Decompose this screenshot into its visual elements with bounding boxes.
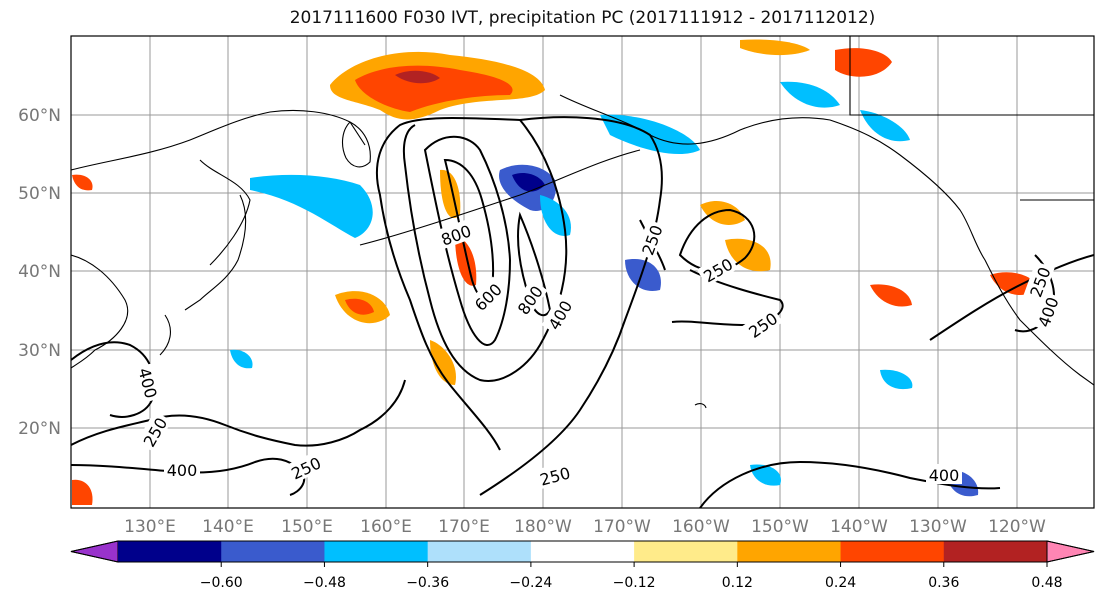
- lon-label: 150°W: [751, 517, 809, 537]
- lon-label: 160°W: [672, 517, 730, 537]
- precip-neg-east: [625, 259, 661, 291]
- colorbar-segment: [634, 541, 738, 562]
- colorbar-tick-label: 0.24: [825, 575, 856, 591]
- contour-250-se: [699, 460, 1001, 508]
- coast-japan: [159, 194, 247, 356]
- lon-label: 120°W: [988, 517, 1046, 537]
- map-frame: [70, 35, 1095, 509]
- precip-pos-e3: [870, 284, 912, 307]
- coast-asia: [71, 109, 366, 369]
- lon-label: 140°W: [830, 517, 888, 537]
- contour-400-main: [402, 119, 568, 382]
- svg-text:400: 400: [929, 466, 960, 485]
- lat-lon-gridlines: [71, 36, 1094, 508]
- colorbar-tick-label: 0.12: [722, 575, 753, 591]
- map-title: 2017111600 F030 IVT, precipitation PC (2…: [289, 8, 876, 28]
- precip-neg-w1: [230, 349, 253, 369]
- contour-label: 400: [164, 459, 200, 480]
- precip-pos-nw: [72, 174, 93, 191]
- colorbar-tick-label: −0.24: [509, 575, 552, 591]
- lon-labels: 130°E 140°E 150°E 160°E 170°E 180°W 170°W 160°W…: [124, 517, 1046, 537]
- colorbar-segment: [324, 541, 429, 562]
- colorbar-outline: [70, 540, 1095, 563]
- colorbar-tick-label: −0.12: [613, 575, 656, 591]
- contour-label: 250: [741, 305, 783, 343]
- coast-kamchatka: [341, 121, 371, 168]
- map-background: [71, 36, 1094, 508]
- lon-label: 140°E: [202, 517, 254, 537]
- colorbar-segment: [840, 541, 945, 562]
- precip-neg-nw: [250, 174, 373, 238]
- lon-label: 150°E: [281, 517, 333, 537]
- lat-label: 30°N: [18, 341, 61, 361]
- contour-800-east: [517, 211, 552, 317]
- coast-canada-border: [849, 36, 1094, 201]
- contour-600-main: [423, 135, 512, 347]
- colorbar-extend-low: [70, 540, 119, 563]
- contour-250-e: [671, 269, 784, 327]
- precip-neg-south1: [880, 369, 913, 390]
- precip-neg-aleutian-core: [512, 173, 545, 192]
- colorbar-tick-label: −0.48: [303, 575, 346, 591]
- colorbar: −0.60 −0.48 −0.36 −0.24 −0.12 0.12 0.24 0.36 0.4…: [70, 540, 1095, 591]
- precip-neg-south3: [750, 464, 781, 486]
- lon-label: 170°W: [593, 517, 651, 537]
- precip-pos-central-core: [345, 298, 374, 315]
- lat-label: 60°N: [18, 106, 61, 126]
- colorbar-segment: [427, 541, 532, 562]
- precip-pos-sub: [430, 340, 456, 385]
- precip-pos-alaska: [835, 48, 892, 77]
- lat-label: 20°N: [18, 419, 61, 439]
- lon-label: 130°E: [124, 517, 176, 537]
- colorbar-segment: [943, 541, 1048, 562]
- colorbar-tick-label: 0.36: [928, 575, 959, 591]
- lat-label: 40°N: [18, 262, 61, 282]
- lon-label: 130°W: [909, 517, 967, 537]
- contour-250-ne: [929, 254, 1094, 341]
- colorbar-tick-label: −0.36: [406, 575, 449, 591]
- contour-label: 250: [534, 460, 575, 490]
- svg-text:400: 400: [167, 461, 198, 480]
- contour-250-w: [71, 379, 406, 447]
- coastlines: [71, 36, 1094, 409]
- precip-neg-jet: [540, 195, 571, 236]
- lon-label: 180°W: [514, 517, 572, 537]
- precip-neg-goa2: [780, 81, 840, 108]
- coast-hawaii: [694, 403, 707, 409]
- lon-label: 170°E: [438, 517, 490, 537]
- colorbar-segment: [221, 541, 325, 562]
- coast-alaska: [559, 94, 1094, 386]
- precip-pos-siberia-core: [355, 65, 513, 112]
- colorbar-tick-label: −0.60: [200, 575, 243, 591]
- ivt-contours: [71, 116, 1094, 508]
- precip-neg-bc: [860, 110, 910, 142]
- precip-pos-sw: [72, 479, 93, 505]
- contour-250-main: [376, 116, 663, 496]
- coast-aleutians: [359, 149, 641, 246]
- lon-label: 160°E: [360, 517, 412, 537]
- colorbar-segment: [118, 541, 222, 562]
- precip-shading: [72, 39, 1040, 505]
- colorbar-segment: [530, 541, 635, 562]
- colorbar-segment: [737, 541, 842, 562]
- lat-labels: 60°N 50°N 40°N 30°N 20°N: [18, 106, 61, 439]
- precip-pos-top: [740, 39, 810, 56]
- colorbar-tick-label: 0.48: [1031, 575, 1062, 591]
- contour-label: 400: [926, 464, 962, 485]
- precip-pos-siberia-peak: [395, 70, 440, 84]
- colorbar-extend-high: [1046, 540, 1095, 563]
- precip-pos-east1: [700, 200, 745, 225]
- contour-400-w: [71, 341, 155, 418]
- lat-label: 50°N: [18, 184, 61, 204]
